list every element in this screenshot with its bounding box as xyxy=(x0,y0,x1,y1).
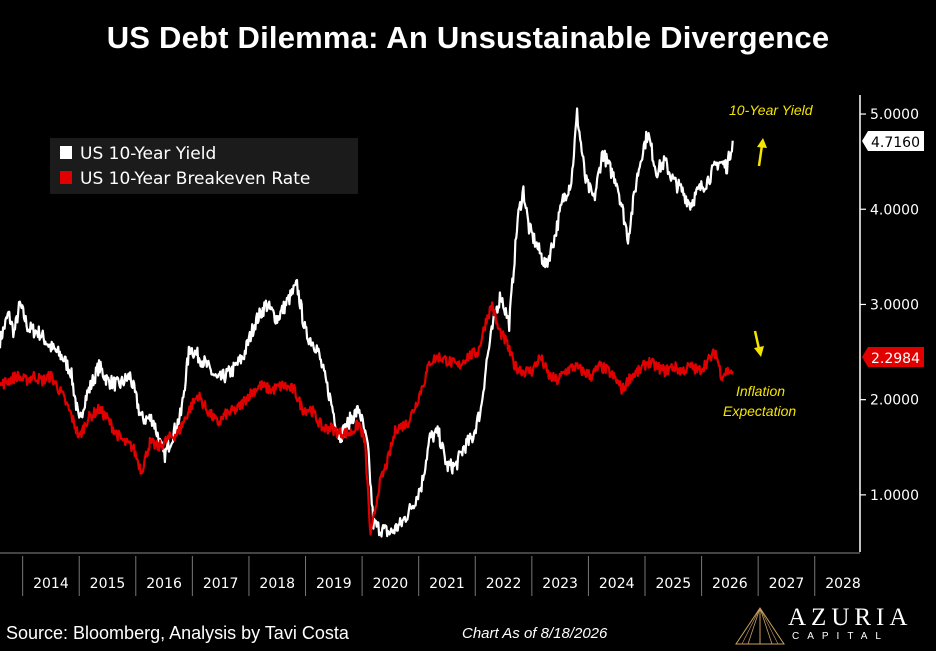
legend-label-yield: US 10-Year Yield xyxy=(80,144,216,164)
azuria-logo: AZURIA CAPITAL xyxy=(732,604,932,648)
x-tick-label: 2022 xyxy=(486,576,522,592)
series-line-yield xyxy=(0,107,734,538)
breakeven-value-tag-shape xyxy=(862,347,924,367)
y-tick-label: 5.0000 xyxy=(870,107,919,123)
y-tick-label: 4.0000 xyxy=(870,202,919,218)
breakeven-value-tag: 2.2984 xyxy=(862,347,924,367)
y-tick-label: 1.0000 xyxy=(870,488,919,504)
annotation-10-year-yield: 10-Year Yield xyxy=(729,102,814,118)
arrow-up-icon xyxy=(757,138,767,167)
annotation-inflation: Inflation xyxy=(736,383,785,399)
x-tick-label: 2021 xyxy=(429,576,465,592)
x-tick-label: 2014 xyxy=(33,576,69,592)
logo-name: AZURIA xyxy=(788,604,913,631)
x-tick-label: 2026 xyxy=(712,576,748,592)
x-tick-label: 2019 xyxy=(316,576,352,592)
y-axis-ticks: 1.0000 2.0000 3.0000 4.0000 5.0000 xyxy=(860,107,919,504)
legend-label-breakeven: US 10-Year Breakeven Rate xyxy=(80,169,310,189)
chart-date-text: Chart As of 8/18/2026 xyxy=(462,625,608,642)
y-tick-label: 3.0000 xyxy=(870,297,919,313)
source-text: Source: Bloomberg, Analysis by Tavi Cost… xyxy=(6,623,349,643)
x-axis-ticks: 2014 2015 2016 2017 2018 2019 2020 2021 2022 2023… xyxy=(22,556,861,596)
x-tick-label: 2025 xyxy=(655,576,691,592)
yield-value-tag-shape xyxy=(862,131,924,151)
annotations: 10-Year Yield Inflation Expectation xyxy=(723,102,814,419)
yield-value-tag: 4.7160 xyxy=(862,131,924,151)
arrow-down-icon xyxy=(753,330,764,357)
legend-box xyxy=(50,138,358,194)
x-tick-label: 2016 xyxy=(146,576,182,592)
x-tick-label: 2020 xyxy=(373,576,409,592)
x-tick-label: 2023 xyxy=(542,576,578,592)
series-layer xyxy=(0,107,734,538)
legend-swatch-yield xyxy=(60,146,72,159)
legend-swatch-breakeven xyxy=(60,171,72,184)
series-line-breakeven xyxy=(0,301,734,536)
yield-value-label: 4.7160 xyxy=(871,135,920,151)
x-tick-label: 2027 xyxy=(769,576,805,592)
annotation-expectation: Expectation xyxy=(723,403,796,419)
logo-sub: CAPITAL xyxy=(792,631,889,642)
breakeven-value-label: 2.2984 xyxy=(871,351,920,367)
x-tick-label: 2017 xyxy=(203,576,239,592)
logo-mark-icon xyxy=(735,607,785,645)
x-axis-band xyxy=(0,552,936,597)
x-tick-label: 2024 xyxy=(599,576,635,592)
x-tick-label: 2018 xyxy=(259,576,295,592)
legend: US 10-Year Yield US 10-Year Breakeven Ra… xyxy=(50,138,358,194)
page-title: US Debt Dilemma: An Unsustainable Diverg… xyxy=(106,20,830,55)
x-tick-label: 2028 xyxy=(825,576,861,592)
x-tick-label: 2015 xyxy=(90,576,126,592)
y-tick-label: 2.0000 xyxy=(870,393,919,409)
